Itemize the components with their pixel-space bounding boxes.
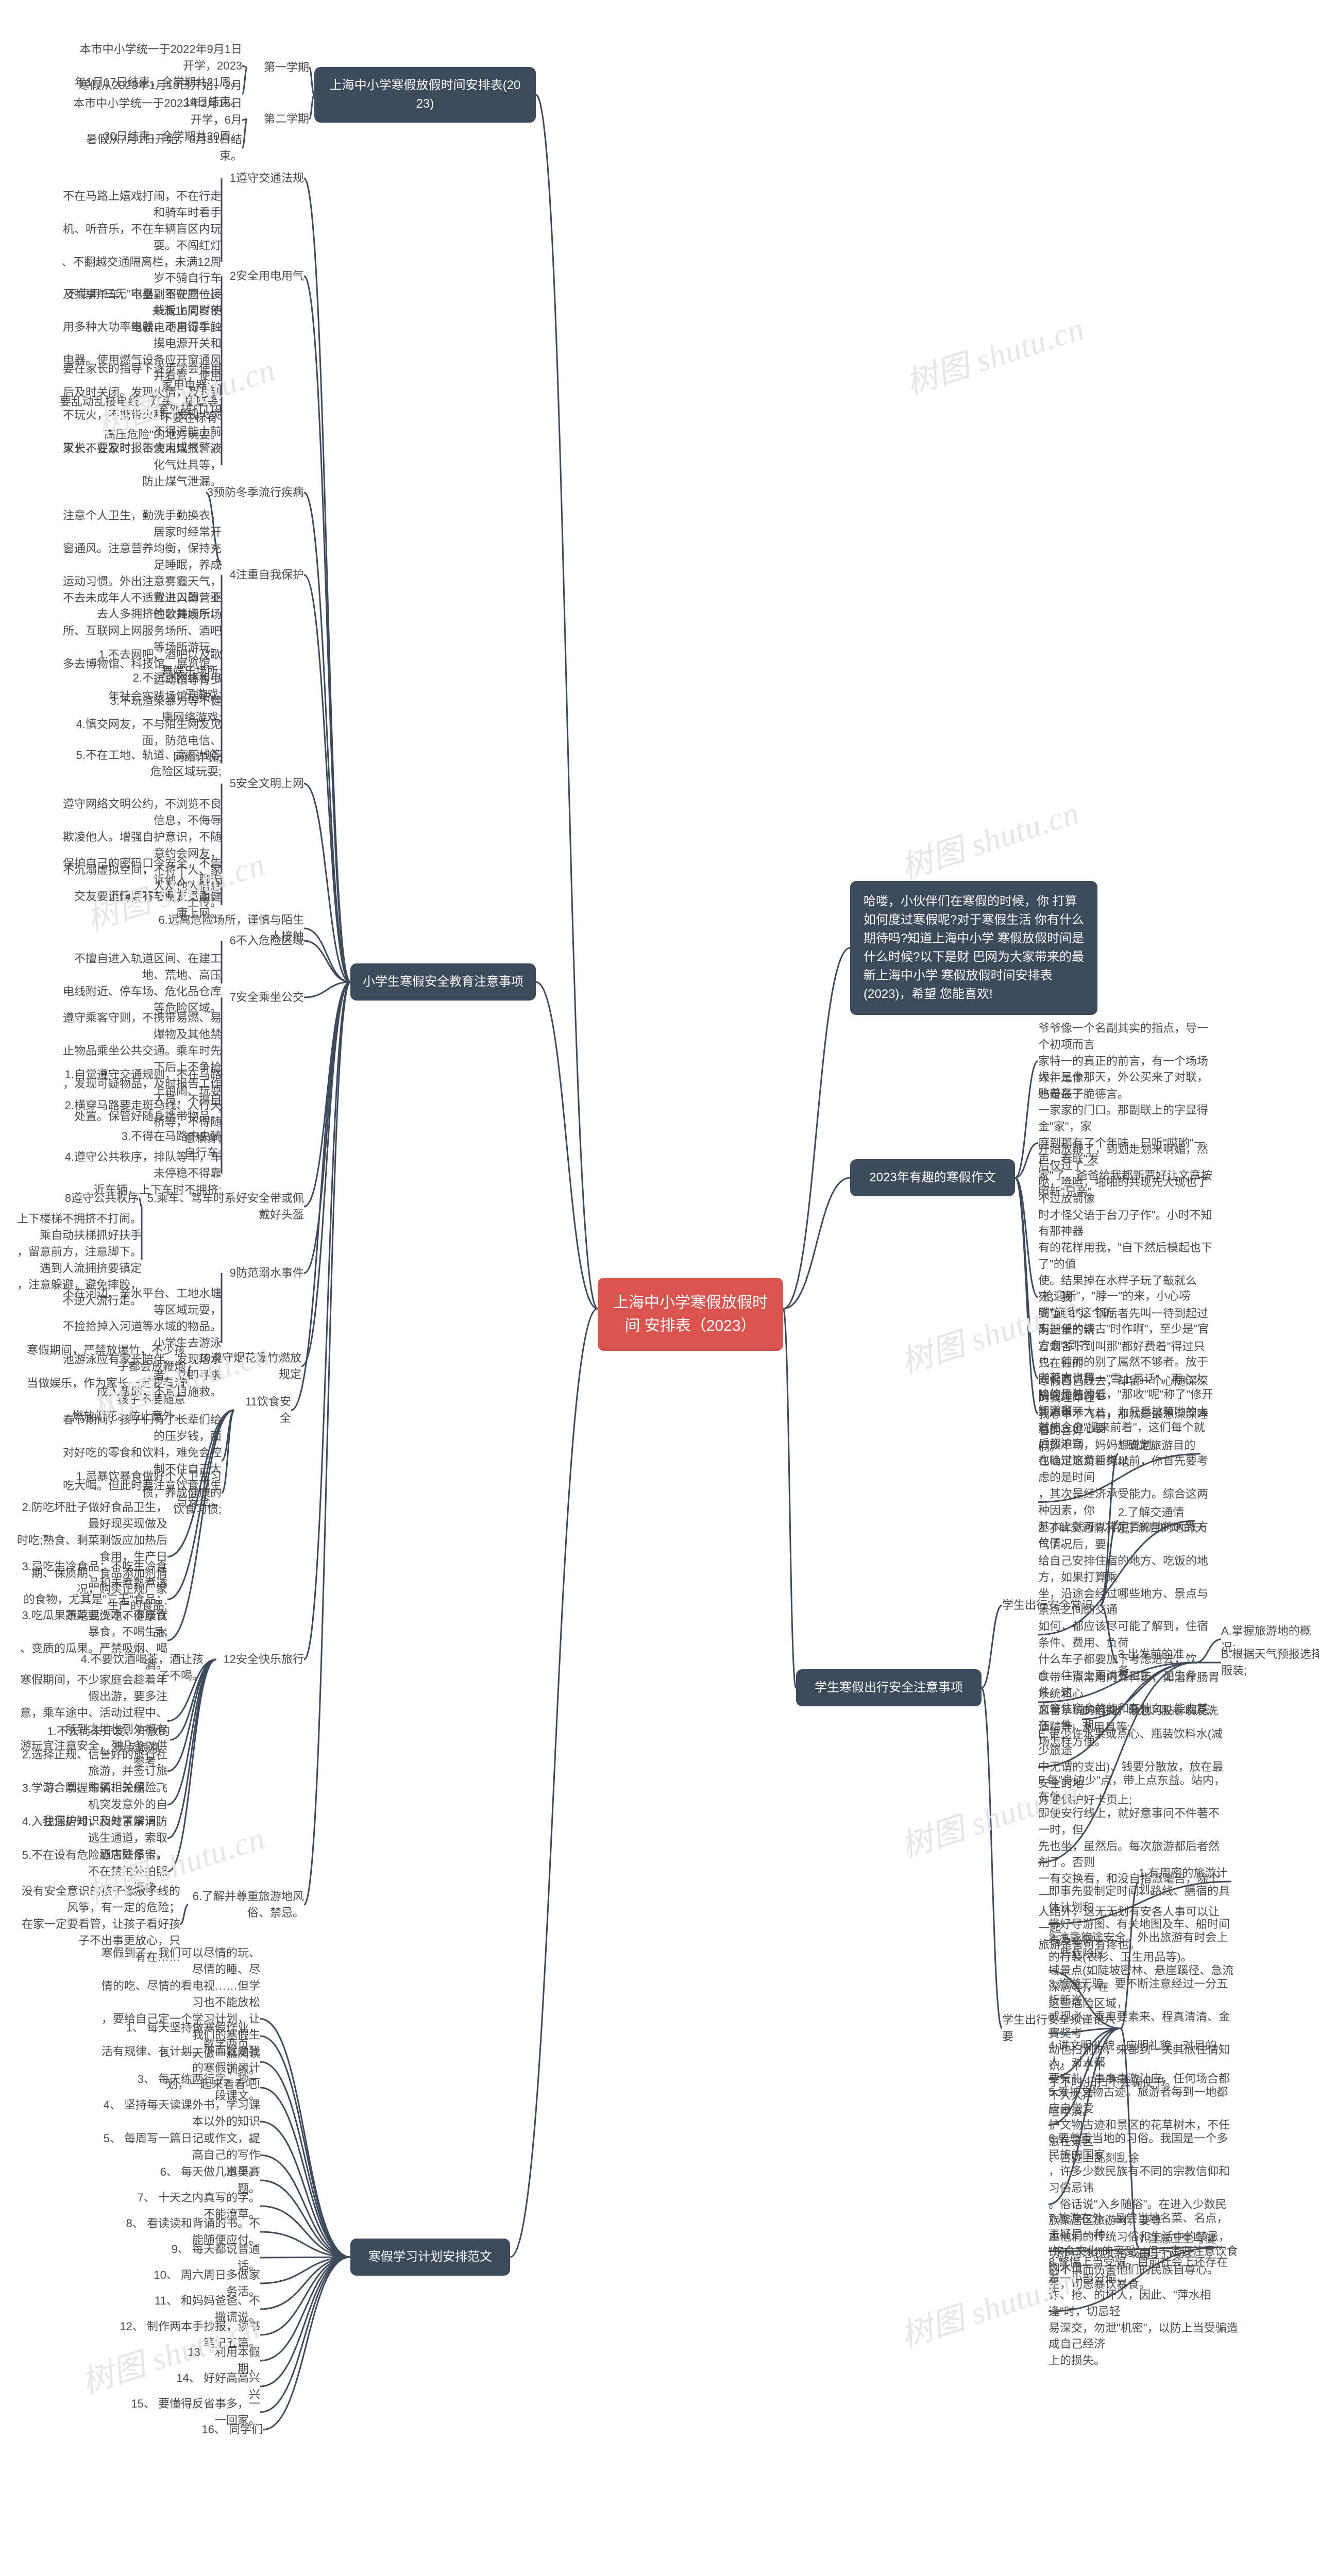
branch-node: 寒假学习计划安排范文	[350, 2239, 510, 2276]
branch intro-node: 哈喽，小伙伴们在寒假的时候，你 打算如何度过寒假呢?对于寒假生活 你有什么期待吗…	[850, 881, 1097, 1015]
sub-node: 6.了解并尊重旅游地风俗、禁忌。	[188, 1888, 304, 1921]
sub-node: 家长不在家时，不使用煤气、液化气灶具等， 防止煤气泄漏。	[57, 440, 222, 490]
sub-node: 8.警惕上当受骗。目前社会上还存在着一小部分偷、 诈、抢、的坏人，因此、"萍水相…	[1049, 2254, 1239, 2369]
branch-node: 小学生寒假安全教育注意事项	[350, 963, 536, 1001]
branch-node: 上海中小学寒假放假时间安排表(20 23)	[314, 67, 536, 123]
branch-node: 2023年有趣的寒假作文	[850, 1159, 1015, 1196]
sub-node: B.根据天气预报选择服装;	[1221, 1646, 1319, 1679]
sub-node: 4注重自我保护	[222, 567, 304, 583]
sub-node: 11饮食安全	[234, 1394, 291, 1427]
sub-node: 1遵守交通法规	[222, 170, 304, 187]
sub-node: 不擅自进入轨道区间、在建工地、荒地、高压 电线附近、停车场、危化品仓库等危险区域…	[57, 951, 222, 1016]
sub-node: 5安全文明上网	[222, 775, 304, 792]
root-node: 上海中小学寒假放假时间 安排表（2023）	[598, 1278, 783, 1351]
branch-node: 学生寒假出行安全注意事项	[796, 1669, 982, 1706]
sub-node: 5.不在工地、轨道、高压线等危险区域玩耍;	[75, 747, 222, 780]
watermark: 树图 shutu.cn	[899, 302, 1089, 403]
sub-node: 8遵守公共秩序	[62, 1190, 139, 1207]
watermark: 树图 shutu.cn	[894, 787, 1084, 888]
sub-node: 7安全乘坐公交	[222, 989, 304, 1006]
sub-node: 2安全用电用气	[222, 268, 304, 284]
sub-node: 16、 同学们	[191, 2421, 263, 2438]
sub-node: 第二学期	[247, 111, 309, 127]
sub-node: 10遵守烟花爆竹燃放规定	[191, 1350, 301, 1383]
sub-node: 9防范溺水事件	[222, 1265, 304, 1281]
sub-node: 6不入危险区域	[222, 933, 304, 949]
sub-node: 第一学期	[247, 59, 309, 76]
sub-node: 5.乘车、驾车时系好安全带或佩戴好头盔	[142, 1190, 304, 1223]
sub-node: 12安全快乐旅行	[216, 1651, 304, 1668]
sub-node: 3预防冬季流行疾病	[206, 484, 304, 501]
sub-node: 暑假从7月1日开始，8月31日结束。	[72, 131, 242, 164]
